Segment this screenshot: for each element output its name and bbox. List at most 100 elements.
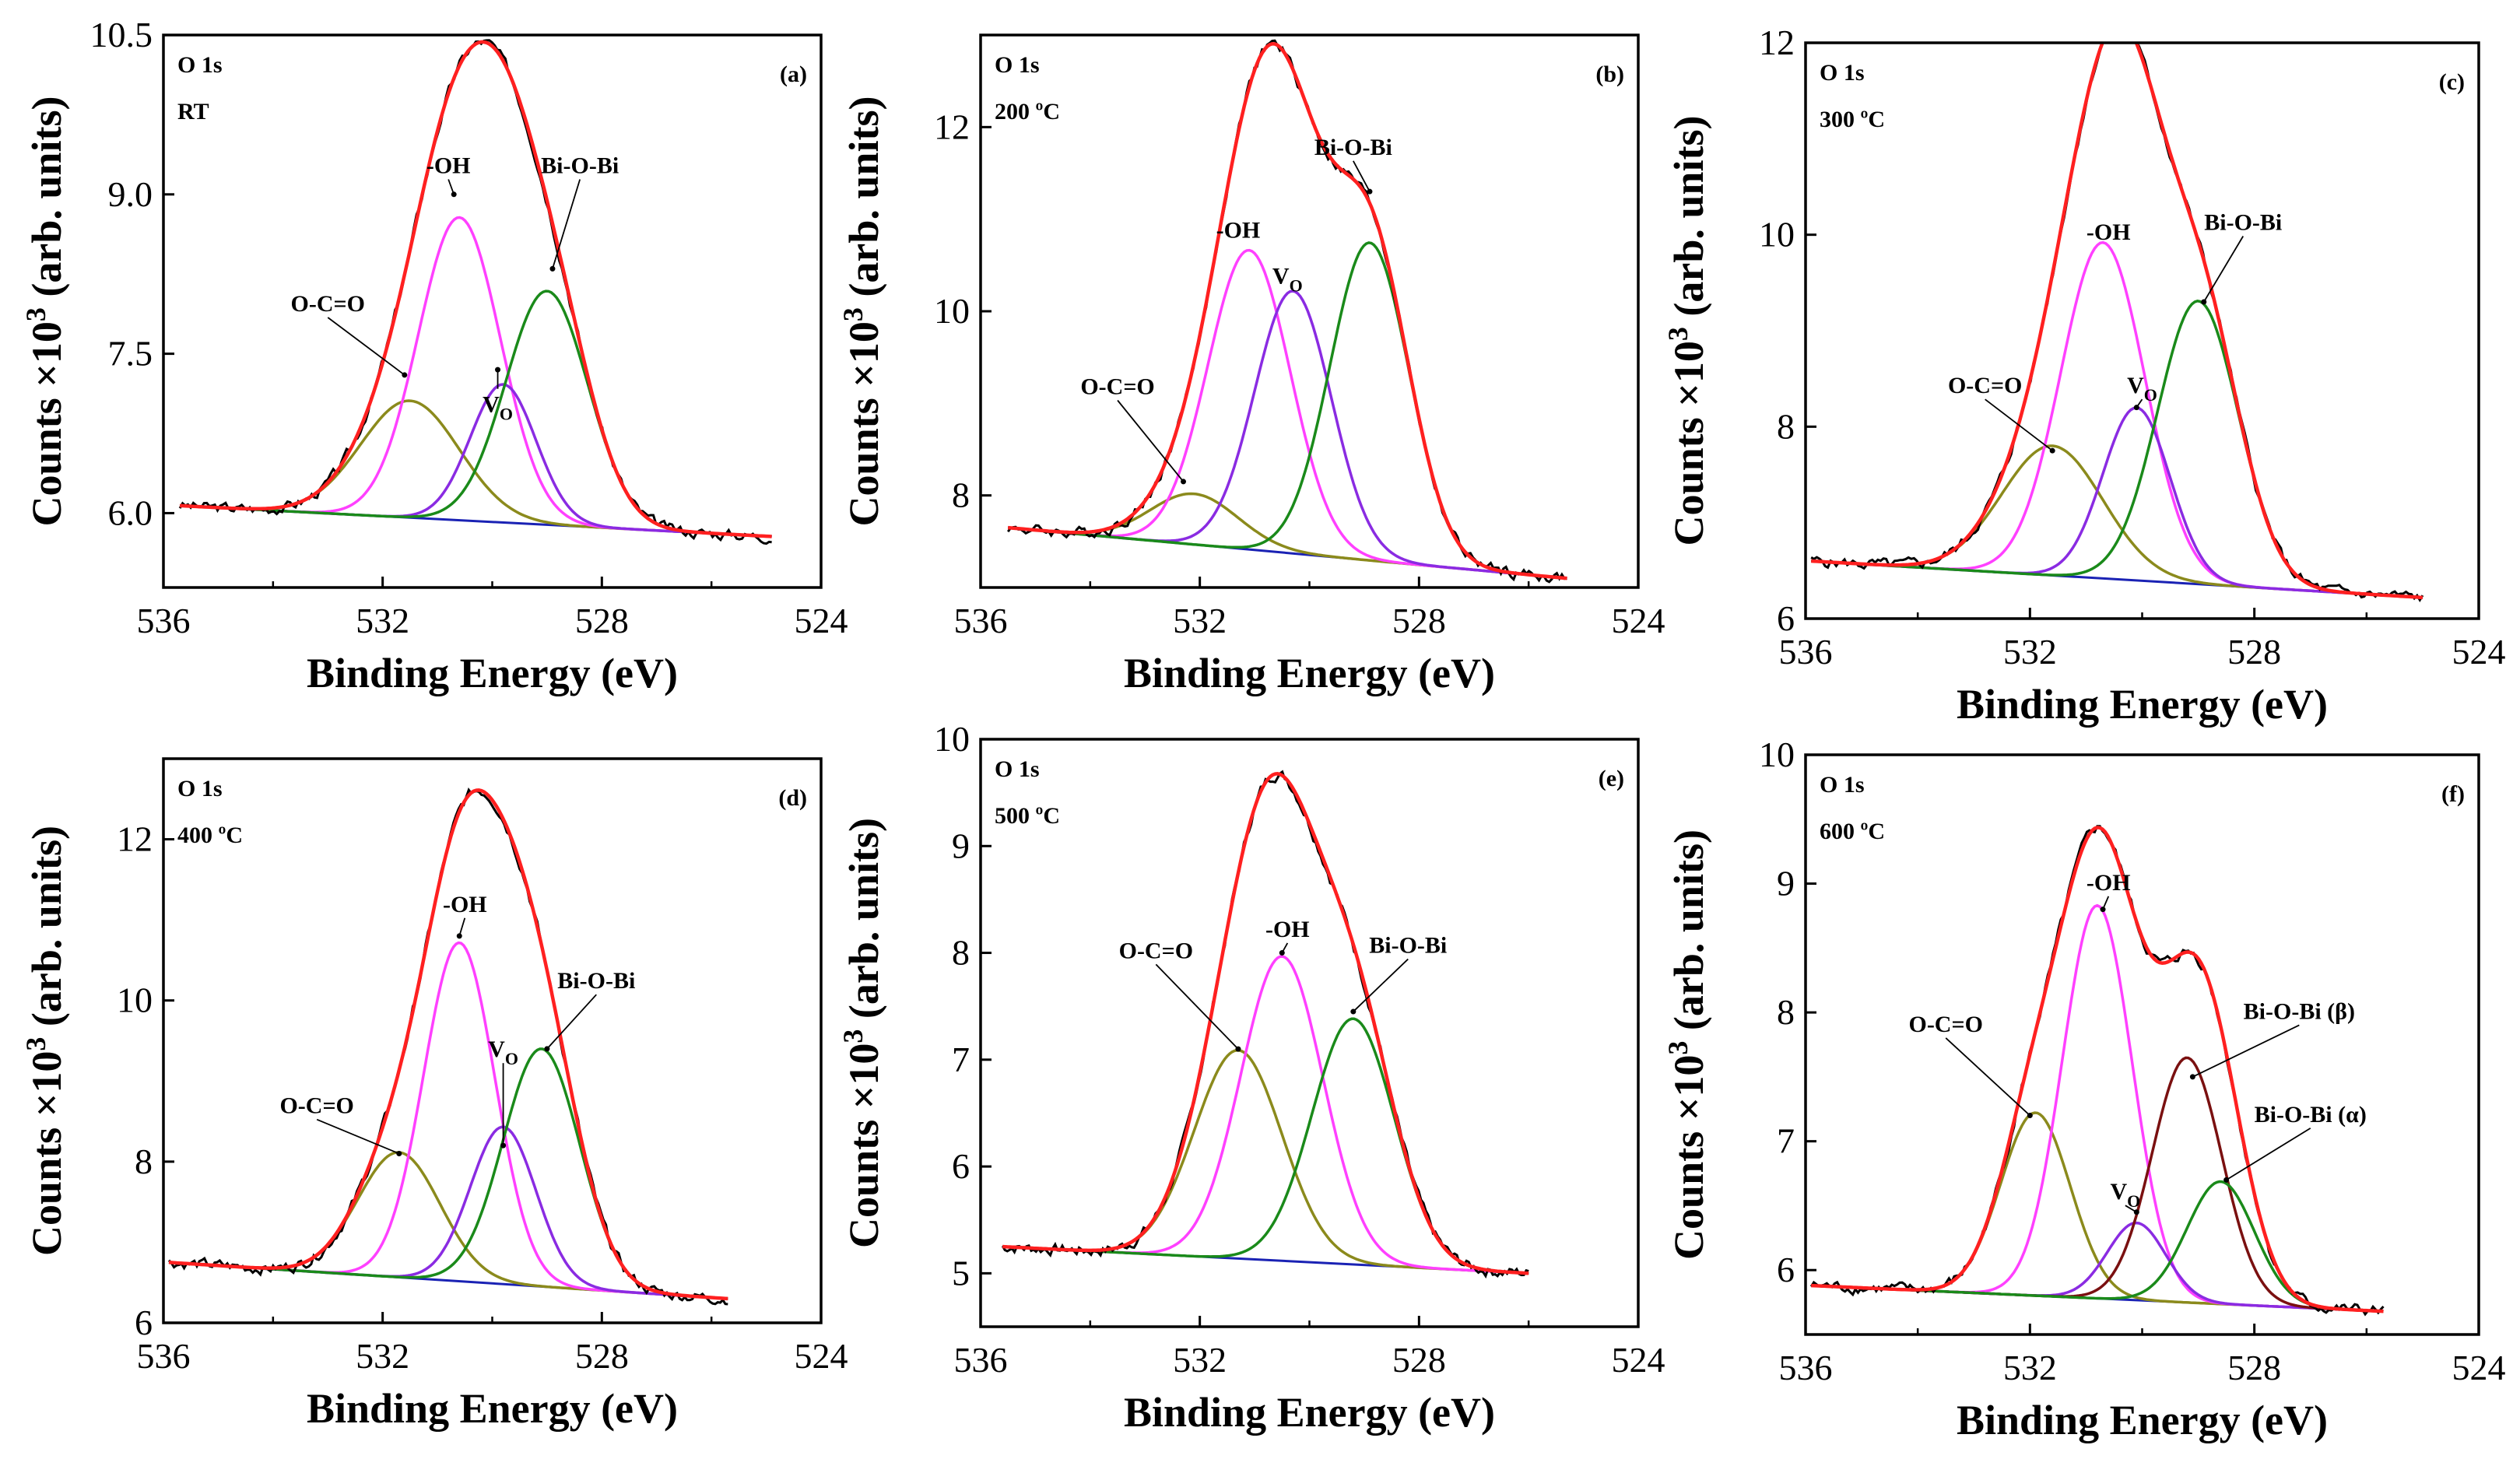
y-tick-label: 12 <box>1759 23 1795 62</box>
x-tick-label: 528 <box>575 601 629 640</box>
annotation-arrowhead <box>396 1151 402 1156</box>
y-axis-label: Counts ×103 (arb. units) <box>20 826 70 1256</box>
x-tick-label: 528 <box>1392 601 1446 640</box>
x-tick-label: 524 <box>1612 1340 1665 1380</box>
x-tick-label: 532 <box>1173 1340 1227 1380</box>
raw-data-line <box>1001 770 1529 1279</box>
peak-bi-o-bi <box>180 289 772 538</box>
y-tick-label: 10 <box>1759 215 1795 254</box>
peak-o-c-o <box>1811 444 2423 599</box>
x-tick-label: 532 <box>2003 1348 2057 1387</box>
y-axis-label-exponent: 3 <box>20 307 51 321</box>
annotation-label: VO <box>488 1036 518 1068</box>
y-tick-label: 7 <box>952 1040 970 1079</box>
panel-letter: (a) <box>780 61 807 87</box>
envelope-fit-line <box>1002 772 1529 1275</box>
annotation-label: Bi-O-Bi (β) <box>2244 998 2355 1024</box>
y-tick-label: 10.5 <box>90 15 153 54</box>
annotation-arrowhead <box>544 1046 550 1052</box>
y-tick-label: 6 <box>135 1303 153 1342</box>
y-tick-label: 6 <box>952 1146 970 1186</box>
annotation-leader <box>546 994 597 1050</box>
annotation-label: Bi-O-Bi <box>2204 210 2282 236</box>
peak-bi-o-bi <box>1811 299 2423 599</box>
panel-letter: (b) <box>1595 61 1624 87</box>
y-tick-label: 6.0 <box>108 493 153 532</box>
y-tick-label: 7 <box>1777 1121 1795 1161</box>
y-axis-label-exponent: 3 <box>20 1037 51 1051</box>
y-axis-label-unit: (arb. units) <box>23 96 70 308</box>
peak-bi-o-bi <box>168 1047 728 1300</box>
x-tick-label: 528 <box>2227 1348 2281 1387</box>
y-tick-label: 12 <box>934 107 970 146</box>
x-axis-label: Binding Energy (eV) <box>1957 681 2328 728</box>
axes-frame <box>162 33 823 589</box>
y-axis-label-unit: (arb. units) <box>1665 116 1712 328</box>
annotation-label: O-C=O <box>1908 1012 1982 1037</box>
annotation-arrowhead <box>451 191 457 198</box>
curves <box>1001 770 1529 1279</box>
axes-frame <box>1804 41 2480 620</box>
annotation-label: VO <box>483 392 513 424</box>
y-tick-label: 8 <box>952 933 970 973</box>
y-axis-label-unit: (arb. units) <box>841 818 887 1029</box>
envelope-fit-line <box>1811 43 2423 600</box>
y-axis-label-main: Counts ×10 <box>1665 341 1712 545</box>
annotation-arrowhead <box>2133 405 2139 411</box>
region-label: O 1s <box>1820 60 1865 86</box>
annotation-leader <box>2203 236 2244 303</box>
raw-data-line <box>167 787 728 1306</box>
annotation-leader <box>327 317 405 376</box>
peak-oh <box>168 941 728 1300</box>
peak-o-c-o <box>1811 1111 2384 1313</box>
annotation-label: -OH <box>2087 870 2131 896</box>
y-axis-label-exponent: 3 <box>1662 1041 1693 1055</box>
peak-bi-o-bi <box>1811 1056 2384 1313</box>
annotation-label: VO <box>2110 1179 2140 1211</box>
y-axis-label: Counts ×103 (arb. units) <box>1662 829 1712 1260</box>
annotation-arrowhead <box>2223 1177 2230 1183</box>
peak-oh <box>1002 955 1529 1275</box>
annotation-arrowhead <box>2049 447 2055 454</box>
peak-oh <box>180 216 772 538</box>
panel-b: 536 532 528 524 8 10 12 Binding Energy (eV) Coun… <box>837 33 1665 696</box>
annotation-arrowhead <box>2189 1074 2195 1080</box>
x-tick-label: 532 <box>356 1336 409 1376</box>
annotation-label: Bi-O-Bi <box>541 153 619 179</box>
annotation-label: O-C=O <box>1080 374 1154 400</box>
annotation-leader <box>2226 1128 2311 1181</box>
annotation-arrowhead <box>2027 1113 2033 1119</box>
y-axis-label-unit: (arb. units) <box>23 826 70 1037</box>
annotation-arrowhead <box>456 933 462 939</box>
x-tick-label: 536 <box>1779 1348 1833 1387</box>
annotation-arrowhead <box>1235 1046 1241 1052</box>
annotation-label: -OH <box>1265 917 1310 942</box>
annotation-label: VO <box>2127 373 2157 405</box>
panel-f: 536 532 528 524 6 7 8 9 10 Binding Energy (eV) Cou… <box>1662 735 2506 1443</box>
x-axis-label: Binding Energy (eV) <box>1124 1389 1495 1436</box>
x-tick-label: 524 <box>795 601 848 640</box>
annotation-label: O-C=O <box>1948 373 2022 398</box>
annotation-label: Bi-O-Bi (α) <box>2255 1102 2367 1128</box>
region-label: O 1s <box>995 52 1040 78</box>
y-axis-label-unit: (arb. units) <box>841 96 887 308</box>
annotation-leader <box>552 179 581 269</box>
y-tick-label: 9 <box>952 826 970 865</box>
condition-label: RT <box>177 99 209 125</box>
curves <box>1809 825 2385 1317</box>
raw-data-line <box>1006 39 1567 584</box>
y-axis-label-exponent: 3 <box>837 1029 869 1043</box>
panel-c: 536 532 528 524 6 8 10 12 Binding Energy (eV) Cou… <box>1662 23 2506 728</box>
annotation-label: -OH <box>1216 217 1261 243</box>
peak-oh <box>1008 248 1567 580</box>
annotation-label: -OH <box>2087 219 2131 245</box>
raw-data-line <box>1810 43 2424 603</box>
panel-letter: (f) <box>2441 781 2465 807</box>
panel-d: 536 532 528 524 6 8 10 12 Binding Energy (eV) Cou… <box>20 757 848 1432</box>
y-axis-label-unit: (arb. units) <box>1665 829 1712 1041</box>
y-tick-label: 8 <box>952 475 970 515</box>
annotation-leader <box>1117 399 1185 482</box>
x-tick-label: 536 <box>137 1336 191 1376</box>
y-axis-label-exponent: 3 <box>1662 327 1693 341</box>
x-tick-label: 528 <box>1392 1340 1446 1380</box>
